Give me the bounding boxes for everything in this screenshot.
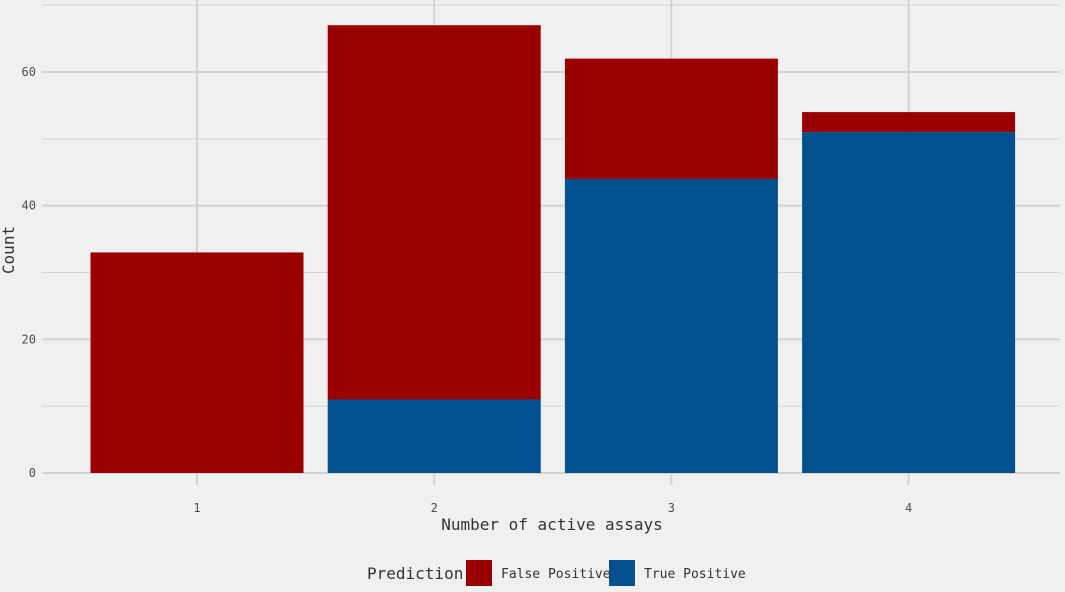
y-tick-label: 0 [29,466,36,480]
y-tick-label: 60 [22,65,36,79]
bar-true-positive-3 [564,178,778,473]
x-tick-label: 4 [905,501,912,515]
bar-false-positive-2 [327,25,541,400]
bar-false-positive-3 [564,58,778,179]
y-tick-label: 20 [22,332,36,346]
legend-title: Prediction [367,564,463,583]
x-tick-label: 1 [193,501,200,515]
legend-swatch-false-positive [466,560,492,586]
x-tick-label: 2 [431,501,438,515]
y-tick-label: 40 [22,199,36,213]
bar-false-positive-1 [90,252,304,473]
x-tick-label: 3 [668,501,675,515]
bar-false-positive-4 [802,112,1016,133]
legend-label-false-positive: False Positive [501,567,611,582]
bar-true-positive-2 [327,399,541,473]
ticks-layer: 0 20 40 60 1 2 3 4 [22,65,913,515]
legend: Prediction False Positive True Positive [367,560,746,586]
legend-label-true-positive: True Positive [644,567,746,582]
bar-true-positive-4 [802,132,1016,473]
y-axis-title: Count [0,226,18,274]
bars-layer [90,25,1016,473]
legend-swatch-true-positive [609,560,635,586]
x-axis-title: Number of active assays [441,515,663,534]
